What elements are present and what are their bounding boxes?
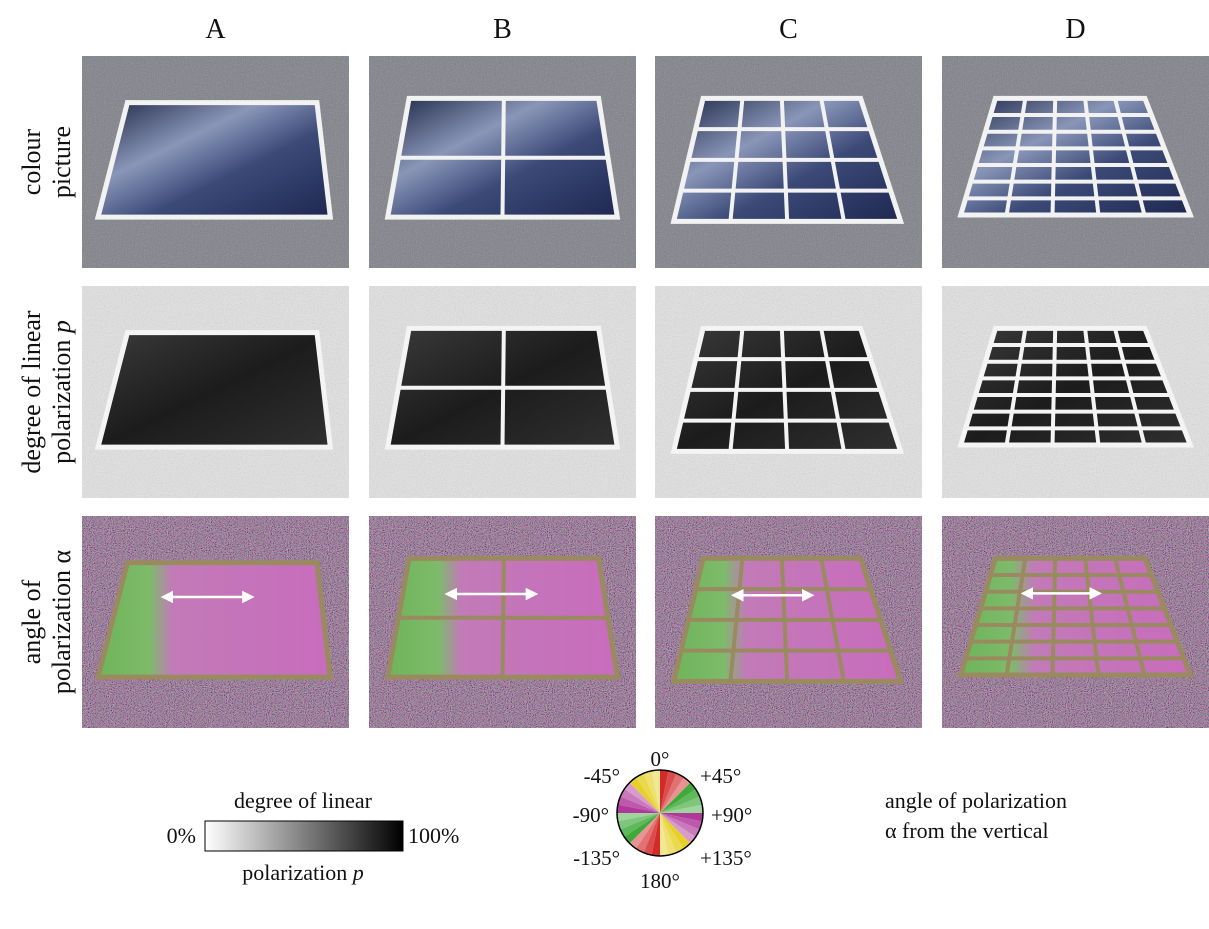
row-label-line: polarization α <box>47 549 76 694</box>
photo-panel <box>369 286 636 498</box>
sheet <box>98 563 330 677</box>
row-label-line: polarization p <box>47 320 76 464</box>
photo-panel <box>655 516 922 728</box>
photo-panel <box>942 516 1209 728</box>
row-label-text: colour <box>17 128 46 195</box>
row-label-line: picture <box>47 126 76 198</box>
photo-panel <box>942 286 1209 498</box>
wheel-label: -45° <box>584 764 620 788</box>
photo-panel <box>655 286 922 498</box>
p-legend-title: degree of linear <box>234 788 373 813</box>
wheel-label: 0° <box>651 747 670 771</box>
wheel-label: -135° <box>573 846 620 870</box>
wheel-label: +135° <box>700 846 752 870</box>
p-legend-min: 0% <box>167 823 196 848</box>
photo-panel <box>655 56 922 268</box>
angle-wheel <box>617 770 703 856</box>
row-label-variable: p <box>47 320 76 335</box>
row-label-line: degree of linear <box>17 310 46 473</box>
row-label-line: colour <box>17 128 46 195</box>
p-legend-bottom-text: polarization <box>242 860 347 885</box>
p-colorbar <box>205 821 403 851</box>
row-label-text: polarization α <box>47 549 76 694</box>
p-legend-bottom: polarization p <box>242 860 364 885</box>
row-label-text: angle of <box>17 579 46 664</box>
row-label-text: polarization <box>47 340 76 464</box>
p-legend-variable: p <box>351 860 364 885</box>
wheel-label: 180° <box>640 869 680 893</box>
angle-caption: angle of polarization <box>885 788 1067 813</box>
p-legend-max: 100% <box>408 823 459 848</box>
column-label: D <box>1065 14 1085 45</box>
row-label-line: angle of <box>17 579 46 664</box>
angle-caption: α from the vertical <box>885 818 1049 843</box>
column-label: C <box>779 14 798 45</box>
wheel-label: -90° <box>573 803 609 827</box>
photo-panel <box>942 56 1209 268</box>
wheel-label: +90° <box>711 803 752 827</box>
row-label-text: picture <box>47 126 76 198</box>
photo-panel <box>82 286 349 498</box>
photo-panel <box>82 56 349 268</box>
row-label-text: degree of linear <box>17 310 46 473</box>
sheet <box>98 333 330 447</box>
photo-panel <box>369 516 636 728</box>
sheet <box>98 103 330 217</box>
wheel-label: +45° <box>700 764 741 788</box>
photo-panel <box>82 516 349 728</box>
column-label: B <box>493 14 512 45</box>
figure: degree of linear 0% 100% polarization p … <box>0 0 1209 929</box>
column-label: A <box>205 14 226 45</box>
photo-panel <box>369 56 636 268</box>
